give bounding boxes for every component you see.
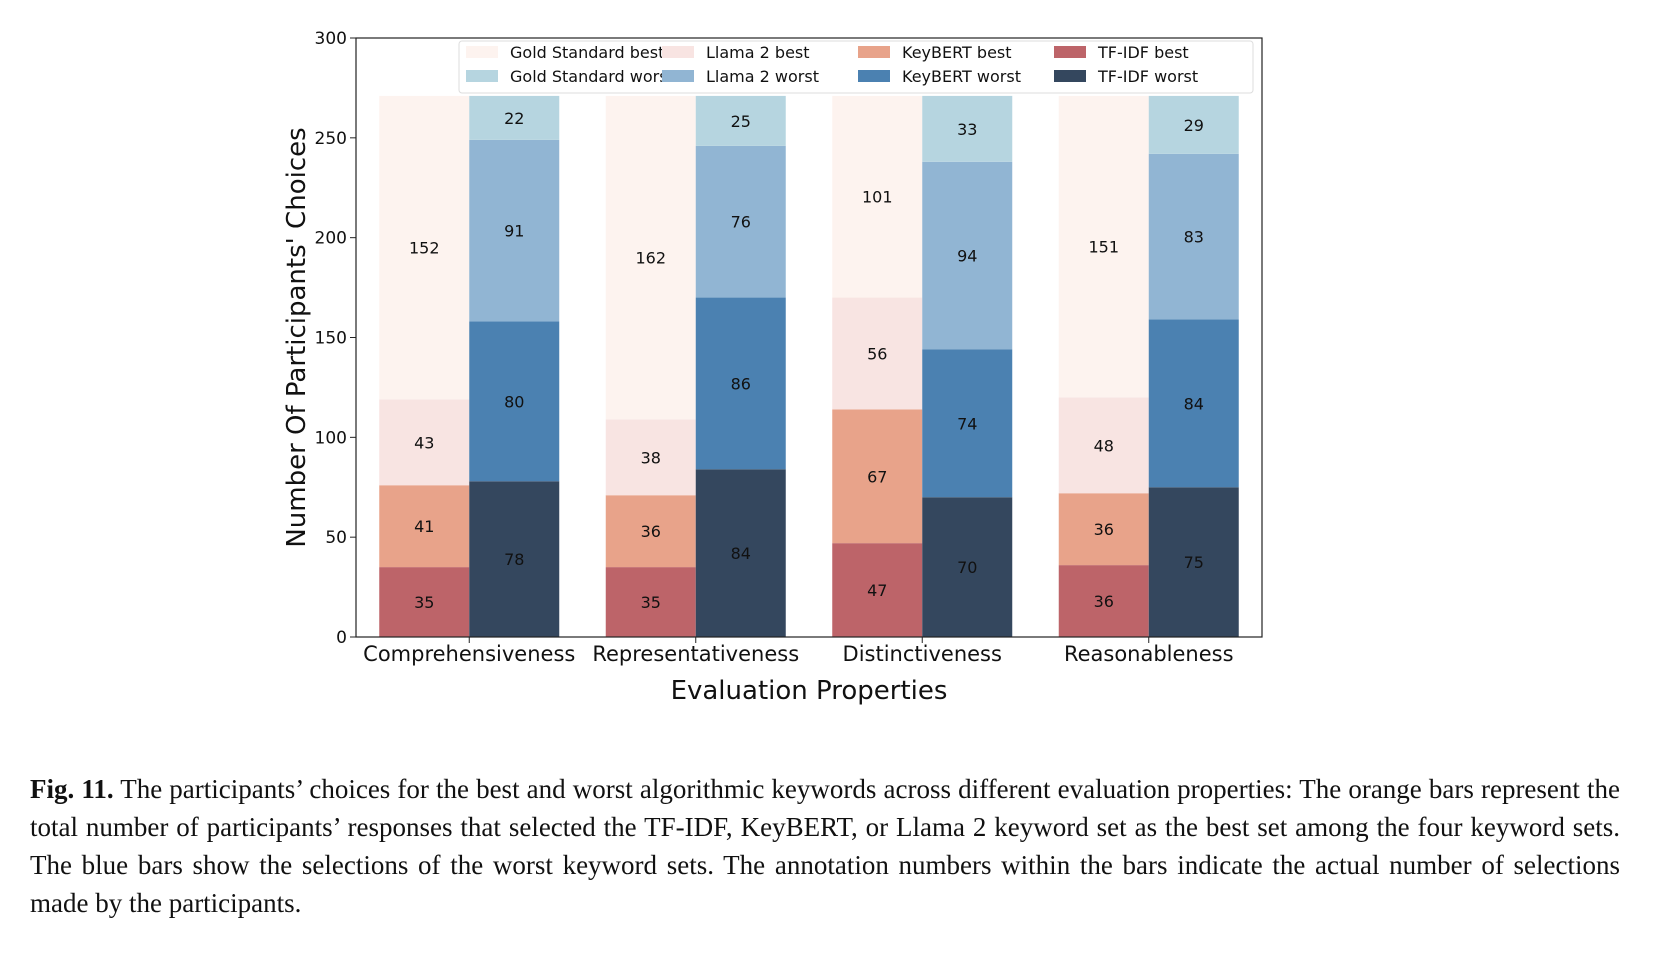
bar-llama-2-best-distinctiveness [832,297,923,410]
x-tick-label-representativeness: Representativeness [592,642,799,666]
data-label-llama-2-best-comprehensiveness: 43 [414,433,434,452]
legend-swatch-llama-2-worst [662,70,694,82]
bar-llama-2-worst-distinctiveness [922,161,1013,350]
bar-tf-idf-worst-comprehensiveness [469,481,560,637]
data-label-gold-standard-worst-representativeness: 25 [731,112,751,131]
legend-label-llama-2-best: Llama 2 best [706,43,810,62]
bar-gold-standard-worst-distinctiveness [922,95,1013,162]
bar-keybert-worst-distinctiveness [922,349,1013,498]
data-label-llama-2-best-representativeness: 38 [641,448,661,467]
legend-swatch-gold-standard-worst [466,70,498,82]
bar-gold-standard-worst-comprehensiveness [469,95,560,140]
bar-tf-idf-best-reasonableness [1058,565,1149,637]
legend-label-llama-2-worst: Llama 2 worst [706,67,819,86]
y-axis-label: Number Of Participants' Choices [282,127,312,547]
data-label-llama-2-worst-reasonableness: 83 [1184,228,1204,247]
legend-label-tf-idf-worst: TF-IDF worst [1097,67,1198,86]
data-label-llama-2-worst-representativeness: 76 [731,213,751,232]
bar-llama-2-best-comprehensiveness [379,399,470,486]
bar-llama-2-worst-comprehensiveness [469,139,560,322]
legend-label-gold-standard-best: Gold Standard best [510,43,664,62]
y-tick-label-200: 200 [315,229,347,249]
data-label-tf-idf-best-representativeness: 35 [641,593,661,612]
y-tick-label-100: 100 [315,428,347,448]
bar-tf-idf-worst-distinctiveness [922,497,1013,637]
legend-swatch-gold-standard-best [466,46,498,58]
data-label-gold-standard-best-distinctiveness: 101 [862,188,893,207]
x-tick-label-reasonableness: Reasonableness [1064,642,1234,666]
bar-keybert-best-reasonableness [1058,493,1149,566]
data-label-gold-standard-worst-reasonableness: 29 [1184,116,1204,135]
bar-llama-2-best-reasonableness [1058,397,1149,494]
data-label-tf-idf-worst-representativeness: 84 [731,544,751,563]
caption-label: Fig. 11. [30,774,114,804]
data-label-tf-idf-worst-distinctiveness: 70 [957,558,977,577]
data-label-tf-idf-best-reasonableness: 36 [1094,592,1114,611]
bar-keybert-best-representativeness [605,495,696,568]
data-label-keybert-worst-reasonableness: 84 [1184,394,1204,413]
legend-label-gold-standard-worst: Gold Standard worst [510,67,674,86]
bar-tf-idf-best-representativeness [605,567,696,637]
legend-swatch-llama-2-best [662,46,694,58]
caption-text: The participants’ choices for the best a… [30,774,1620,918]
data-label-keybert-worst-comprehensiveness: 80 [504,392,524,411]
data-label-keybert-best-reasonableness: 36 [1094,520,1114,539]
figure-caption: Fig. 11. The participants’ choices for t… [30,770,1620,922]
data-label-gold-standard-best-comprehensiveness: 152 [409,239,440,258]
legend-label-keybert-worst: KeyBERT worst [902,67,1021,86]
legend-swatch-tf-idf-worst [1054,70,1086,82]
data-label-keybert-best-distinctiveness: 67 [867,467,887,486]
legend-label-tf-idf-best: TF-IDF best [1097,43,1189,62]
bar-gold-standard-best-representativeness [605,95,696,420]
bar-keybert-best-comprehensiveness [379,485,470,568]
data-label-tf-idf-best-distinctiveness: 47 [867,581,887,600]
legend-swatch-keybert-worst [858,70,890,82]
data-label-keybert-worst-distinctiveness: 74 [957,414,977,433]
bar-keybert-worst-comprehensiveness [469,321,560,482]
data-label-tf-idf-worst-reasonableness: 75 [1184,553,1204,572]
bar-keybert-worst-representativeness [695,297,786,470]
bar-tf-idf-best-comprehensiveness [379,567,470,637]
bar-keybert-best-distinctiveness [832,409,923,544]
bar-keybert-worst-reasonableness [1148,319,1239,488]
bar-gold-standard-worst-representativeness [695,95,786,146]
bar-llama-2-best-representativeness [605,419,696,496]
data-label-gold-standard-worst-comprehensiveness: 22 [504,109,524,128]
bar-tf-idf-best-distinctiveness [832,543,923,637]
y-tick-label-250: 250 [315,129,347,149]
bar-tf-idf-worst-reasonableness [1148,487,1239,637]
legend-swatch-tf-idf-best [1054,46,1086,58]
bar-gold-standard-best-reasonableness [1058,95,1149,398]
data-label-keybert-worst-representativeness: 86 [731,374,751,393]
data-label-tf-idf-worst-comprehensiveness: 78 [504,550,524,569]
y-tick-label-0: 0 [336,628,347,648]
bar-gold-standard-worst-reasonableness [1148,95,1239,154]
legend-label-keybert-best: KeyBERT best [902,43,1012,62]
y-tick-label-50: 50 [325,528,347,548]
x-axis-label: Evaluation Properties [671,676,948,706]
bar-llama-2-worst-reasonableness [1148,153,1239,320]
bar-llama-2-worst-representativeness [695,145,786,298]
data-label-llama-2-worst-distinctiveness: 94 [957,247,977,266]
x-tick-label-comprehensiveness: Comprehensiveness [363,642,575,666]
stacked-bar-chart: 35 41 43 152 78 80 91 22 Comprehensiveness 35 36 38… [282,29,1263,706]
bar-gold-standard-best-distinctiveness [832,95,923,298]
data-label-llama-2-worst-comprehensiveness: 91 [504,222,524,241]
y-tick-label-300: 300 [315,29,347,49]
legend-swatch-keybert-best [858,46,890,58]
data-label-keybert-best-representativeness: 36 [641,522,661,541]
y-tick-label-150: 150 [315,329,347,349]
bar-gold-standard-best-comprehensiveness [379,95,470,400]
data-label-gold-standard-worst-distinctiveness: 33 [957,120,977,139]
data-label-gold-standard-best-reasonableness: 151 [1088,238,1119,257]
data-label-keybert-best-comprehensiveness: 41 [414,517,434,536]
bar-tf-idf-worst-representativeness [695,469,786,637]
data-label-llama-2-best-reasonableness: 48 [1094,436,1114,455]
data-label-llama-2-best-distinctiveness: 56 [867,344,887,363]
data-label-tf-idf-best-comprehensiveness: 35 [414,593,434,612]
x-tick-label-distinctiveness: Distinctiveness [843,642,1002,666]
data-label-gold-standard-best-representativeness: 162 [635,249,666,268]
